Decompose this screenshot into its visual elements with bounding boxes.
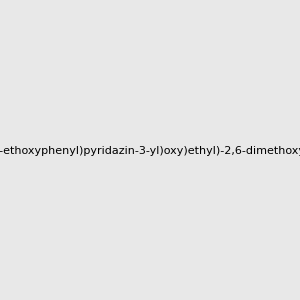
Text: N-(2-((6-(4-ethoxyphenyl)pyridazin-3-yl)oxy)ethyl)-2,6-dimethoxybenzamide: N-(2-((6-(4-ethoxyphenyl)pyridazin-3-yl)… xyxy=(0,146,300,157)
